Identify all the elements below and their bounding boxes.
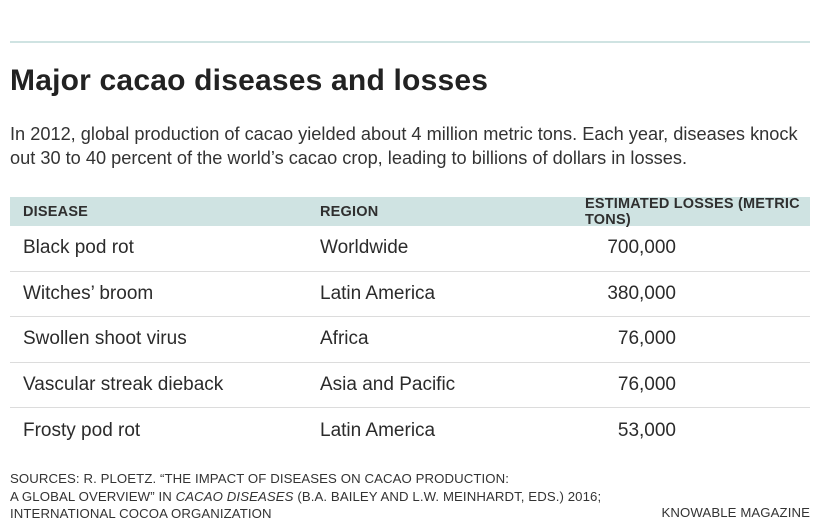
table-row: Witches’ broom Latin America 380,000	[10, 272, 810, 317]
cell-region: Asia and Pacific	[320, 373, 456, 395]
header-disease: DISEASE	[23, 203, 89, 220]
table-row: Frosty pod rot Latin America 53,000	[10, 408, 810, 454]
sources-line-2-start: A GLOBAL OVERVIEW” IN	[10, 488, 176, 504]
header-losses: ESTIMATED LOSSES (METRIC TONS)	[585, 195, 800, 228]
cell-region: Latin America	[320, 282, 436, 304]
cell-disease: Witches’ broom	[23, 282, 154, 304]
cell-disease: Vascular streak dieback	[23, 373, 224, 395]
intro-paragraph: In 2012, global production of cacao yiel…	[10, 124, 798, 168]
cell-losses: 700,000	[607, 237, 676, 259]
cell-region: Latin America	[320, 419, 436, 441]
cell-disease: Frosty pod rot	[23, 419, 141, 441]
header-region: REGION	[320, 203, 379, 220]
cell-region: Africa	[320, 328, 369, 350]
cell-disease: Black pod rot	[23, 237, 134, 259]
losses-table: DISEASE REGION ESTIMATED LOSSES (METRIC …	[10, 195, 810, 454]
table-header: DISEASE REGION ESTIMATED LOSSES (METRIC …	[10, 195, 810, 228]
publisher-credit: KNOWABLE MAGAZINE	[661, 505, 810, 520]
sources-line-3: INTERNATIONAL COCOA ORGANIZATION	[10, 506, 272, 521]
cell-losses: 53,000	[617, 419, 676, 441]
cell-region: Worldwide	[320, 237, 409, 259]
table-row: Vascular streak dieback Asia and Pacific…	[10, 363, 810, 408]
sources-line-2: A GLOBAL OVERVIEW” IN CACAO DISEASES (B.…	[10, 488, 630, 506]
table-row: Black pod rot Worldwide 700,000	[10, 226, 810, 272]
cell-disease: Swollen shoot virus	[23, 328, 187, 350]
top-divider	[10, 41, 810, 43]
sources-note: SOURCES: R. PLOETZ. “THE IMPACT OF DISEA…	[10, 470, 630, 523]
cell-losses: 76,000	[617, 328, 676, 350]
cell-losses: 380,000	[607, 282, 676, 304]
table-row: Swollen shoot virus Africa 76,000	[10, 317, 810, 363]
sources-line-1: SOURCES: R. PLOETZ. “THE IMPACT OF DISEA…	[10, 471, 510, 486]
cell-losses: 76,000	[617, 373, 676, 395]
sources-line-2-end: (B.A. BAILEY AND L.W. MEINHARDT, EDS.) 2…	[293, 488, 602, 504]
sources-book-title: CACAO DISEASES	[175, 488, 294, 504]
page-title: Major cacao diseases and losses	[10, 64, 489, 97]
